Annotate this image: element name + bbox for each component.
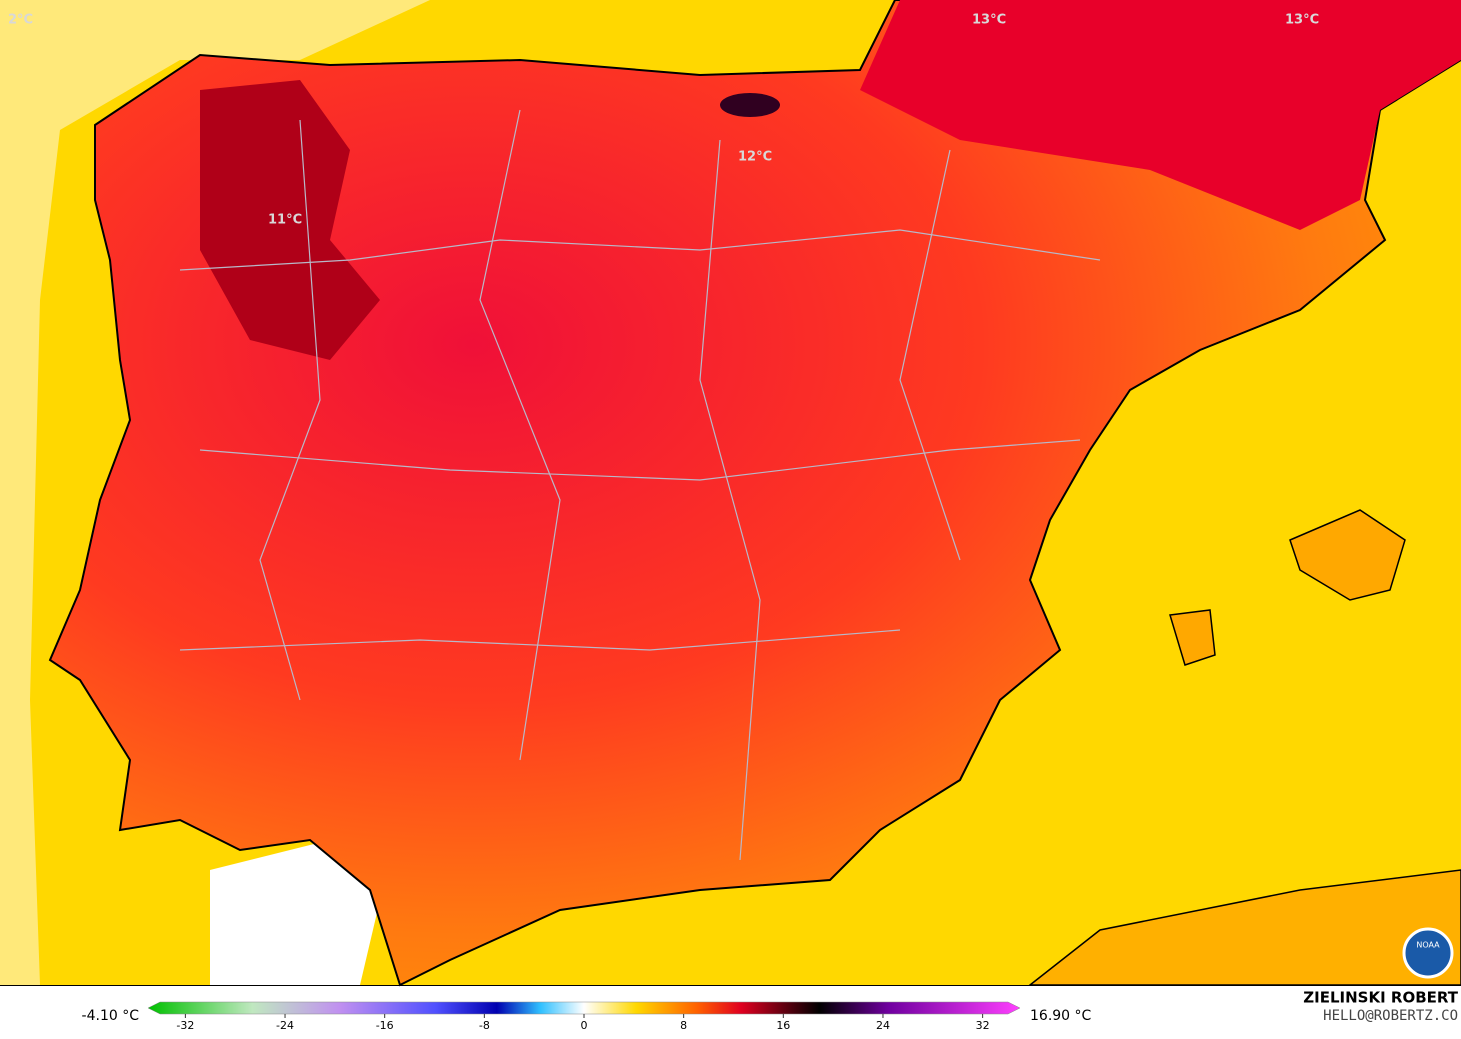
max-label: 16.90 °C	[1030, 1008, 1092, 1024]
sea-cold	[210, 840, 380, 985]
tick-label: -8	[479, 1019, 490, 1032]
map: 2°C 13°C 13°C 12°C 11°C NOAA	[0, 0, 1461, 987]
north-west-hot	[200, 80, 380, 360]
island	[1169, 609, 1216, 666]
colorbar: -4.10 °C 16.90 °C -32 -24 -16 -8 0 8 16 24 32	[82, 1001, 1092, 1032]
temp-label: 2°C	[8, 13, 33, 28]
island	[1289, 509, 1406, 601]
tick-label: -16	[376, 1019, 394, 1032]
temp-label: 11°C	[268, 213, 302, 228]
tick-label: -32	[176, 1019, 194, 1032]
min-label: -4.10 °C	[82, 1008, 140, 1024]
tick-label: -24	[276, 1019, 294, 1032]
colorbar-bar	[147, 1001, 1021, 1015]
contact: HELLO@ROBERTZ.CO	[1323, 1008, 1458, 1024]
tick-label: 24	[876, 1019, 890, 1032]
temp-label: 12°C	[738, 150, 772, 165]
land	[48, 0, 1461, 987]
north-east-warm	[860, 0, 1461, 230]
logo-text: NOAA	[1416, 941, 1440, 950]
tick-label: 0	[581, 1019, 588, 1032]
tick-label: 16	[776, 1019, 790, 1032]
noaa-logo: NOAA	[1402, 927, 1454, 979]
author: ZIELINSKI ROBERT	[1303, 989, 1458, 1007]
tick-label: 8	[680, 1019, 687, 1032]
borders	[179, 109, 1101, 861]
hot-spot	[720, 93, 780, 117]
temp-label: 13°C	[972, 13, 1006, 28]
sea-cool	[0, 0, 430, 985]
temp-label: 13°C	[1285, 13, 1319, 28]
tick-label: 32	[976, 1019, 990, 1032]
